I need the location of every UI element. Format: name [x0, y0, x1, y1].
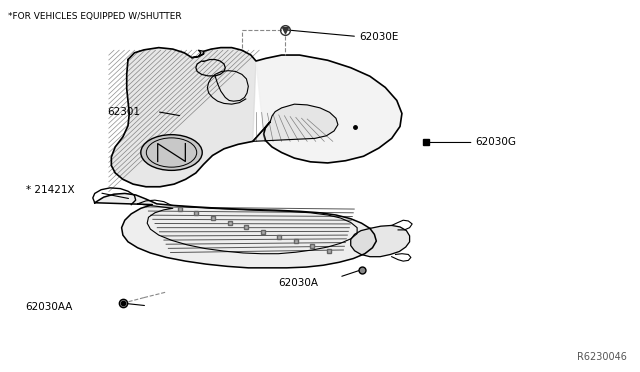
Text: *FOR VEHICLES EQUIPPED W/SHUTTER: *FOR VEHICLES EQUIPPED W/SHUTTER — [8, 12, 181, 21]
Polygon shape — [253, 104, 338, 141]
Text: R6230046: R6230046 — [577, 352, 627, 362]
Text: 62030G: 62030G — [475, 138, 516, 147]
Polygon shape — [351, 225, 410, 257]
Text: 62030E: 62030E — [360, 32, 399, 42]
Text: 62301: 62301 — [108, 107, 141, 116]
Text: * 21421X: * 21421X — [26, 186, 74, 195]
Text: 62030AA: 62030AA — [26, 302, 73, 312]
Polygon shape — [256, 55, 402, 163]
Polygon shape — [95, 193, 376, 268]
Polygon shape — [111, 48, 256, 187]
Circle shape — [141, 135, 202, 170]
Text: 62030A: 62030A — [278, 279, 319, 288]
